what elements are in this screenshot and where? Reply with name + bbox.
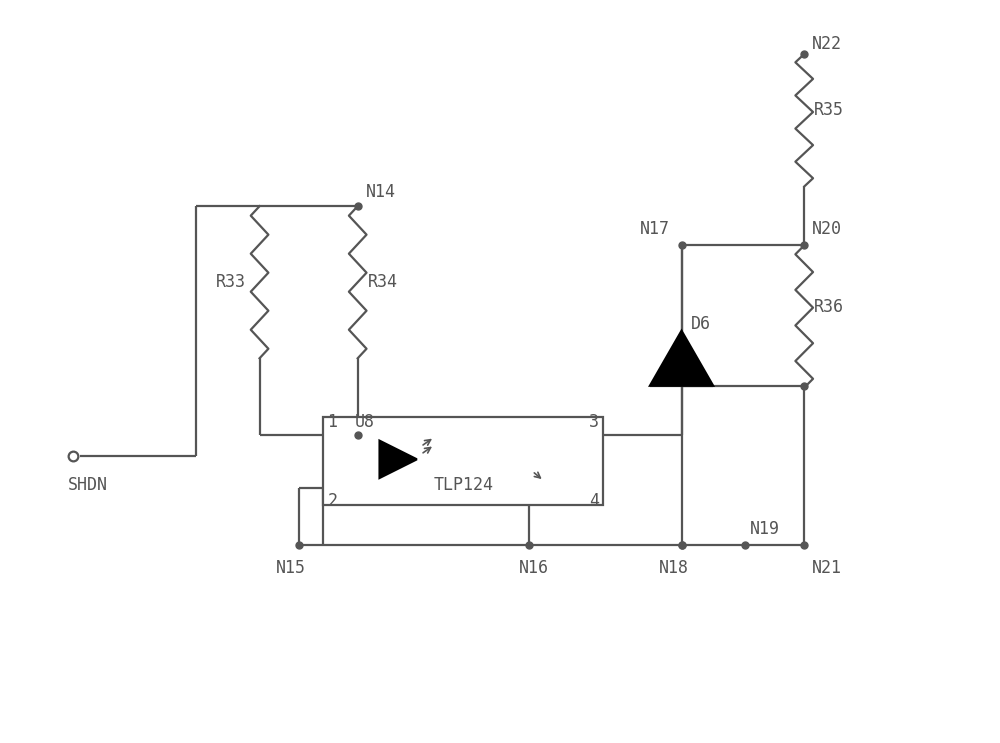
Text: R35: R35: [814, 102, 844, 120]
Bar: [323, 417, 603, 505]
Text: R34: R34: [368, 273, 398, 291]
Text: N15: N15: [276, 559, 306, 577]
Text: R33: R33: [215, 273, 245, 291]
Text: 1: 1: [327, 413, 337, 431]
Text: 4: 4: [589, 492, 599, 510]
Text: 3: 3: [589, 413, 599, 431]
Polygon shape: [650, 331, 713, 386]
Text: N20: N20: [812, 219, 842, 238]
Text: N17: N17: [640, 219, 670, 238]
Polygon shape: [380, 441, 417, 478]
Text: N14: N14: [366, 184, 396, 201]
Text: U8: U8: [355, 413, 375, 431]
Text: N16: N16: [519, 559, 549, 577]
Text: SHDN: SHDN: [68, 476, 108, 494]
Text: TLP124: TLP124: [433, 476, 493, 493]
Text: N18: N18: [659, 559, 689, 577]
Text: N19: N19: [750, 520, 780, 538]
Text: N22: N22: [812, 35, 842, 53]
Text: 2: 2: [327, 492, 337, 510]
Text: R36: R36: [814, 298, 844, 316]
Text: D6: D6: [691, 315, 711, 333]
Text: N21: N21: [812, 559, 842, 577]
